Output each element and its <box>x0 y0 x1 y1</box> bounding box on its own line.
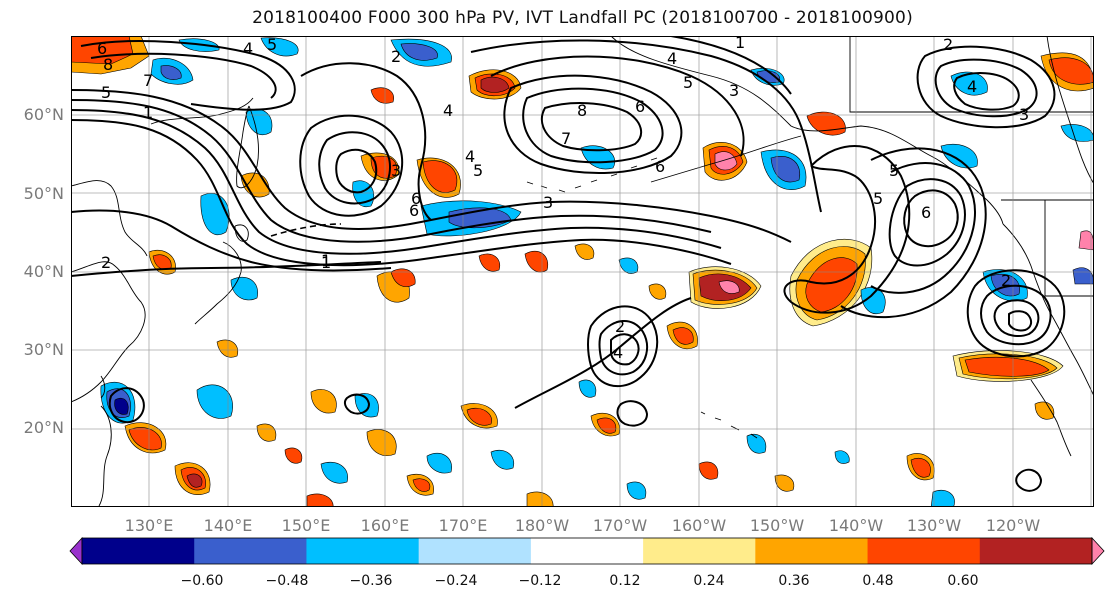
contour-label: 7 <box>143 71 153 90</box>
dashed-contours <box>270 223 342 237</box>
colorbar-segment <box>979 538 1093 564</box>
colorbar-frame <box>81 537 1093 565</box>
colorbar-segment <box>755 538 869 564</box>
contour-label: 6 <box>921 203 931 222</box>
colorbar-extend-low <box>69 536 83 566</box>
contour-label: 4 <box>667 49 677 68</box>
lon-label: 140°E <box>203 516 253 535</box>
contour-label: 6 <box>635 97 645 116</box>
colorbar-tick-label: −0.12 <box>518 573 562 589</box>
colorbar <box>69 536 1105 566</box>
contour-label: 5 <box>267 36 277 54</box>
plot-title: 2018100400 F000 300 hPa PV, IVT Landfall… <box>252 8 913 28</box>
contour-label: 6 <box>409 201 419 220</box>
lat-label: 60°N <box>23 105 64 124</box>
lat-label: 20°N <box>23 418 64 437</box>
contour-label: 1 <box>143 103 153 122</box>
lon-label: 170°E <box>438 516 488 535</box>
contour-label: 1 <box>321 253 331 272</box>
contour-label: 5 <box>873 189 883 208</box>
colorbar-tick-label: 0.48 <box>862 573 894 589</box>
contour-labels: 6 8 7 5 1 4 5 3 2 1 2 4 5 3 4 6 8 7 6 6 … <box>97 36 1029 362</box>
colorbar-extend-high <box>1091 536 1105 566</box>
colorbar-tick-label: −0.48 <box>265 573 309 589</box>
lon-label: 120°W <box>985 516 1041 535</box>
colorbar-segment <box>418 538 532 564</box>
lon-label: 150°W <box>749 516 805 535</box>
contour-label: 4 <box>243 39 253 58</box>
lat-label: 50°N <box>23 184 64 203</box>
pv-shading <box>71 36 1094 507</box>
contour-label: 4 <box>465 147 475 166</box>
contour-label: 6 <box>655 157 665 176</box>
colorbar-segment <box>194 538 307 564</box>
lon-label: 140°W <box>828 516 884 535</box>
colorbar-tick-label: 0.12 <box>609 573 641 589</box>
contour-label: 5 <box>473 161 483 180</box>
contour-label: 3 <box>543 193 553 212</box>
colorbar-segment <box>867 538 981 564</box>
contour-label: 6 <box>97 39 107 58</box>
lon-label: 130°W <box>906 516 962 535</box>
contour-label: 3 <box>729 81 739 100</box>
contour-label: 5 <box>889 161 899 180</box>
colorbar-segment <box>82 538 195 564</box>
colorbar-tick-label: 0.36 <box>778 573 810 589</box>
contour-label: 3 <box>391 161 401 180</box>
colorbar-segment <box>530 538 644 564</box>
contour-label: 4 <box>967 77 977 96</box>
colorbar-tick-label: 0.60 <box>947 573 979 589</box>
contour-label: 2 <box>943 36 953 54</box>
gridlines <box>71 36 1094 507</box>
pv-contours <box>71 36 1066 492</box>
lat-label: 40°N <box>23 262 64 281</box>
lon-label: 160°W <box>671 516 727 535</box>
contour-label: 2 <box>615 317 625 336</box>
contour-label: 5 <box>683 73 693 92</box>
lon-label: 180°W <box>514 516 570 535</box>
lon-label: 160°E <box>360 516 410 535</box>
contour-label: 6 <box>411 189 421 208</box>
contour-label: 1 <box>735 36 745 52</box>
lat-label: 30°N <box>23 340 64 359</box>
contour-label: 2 <box>101 253 111 272</box>
map-frame <box>71 36 1094 507</box>
contour-label: 3 <box>1019 105 1029 124</box>
contour-label: 7 <box>561 129 571 148</box>
contour-label: 4 <box>443 101 453 120</box>
contour-label: 8 <box>103 55 113 74</box>
lon-label: 130°E <box>124 516 174 535</box>
map-panel: 6 8 7 5 1 4 5 3 2 1 2 4 5 3 4 6 8 7 6 6 … <box>71 36 1094 507</box>
colorbar-tick-label: 0.24 <box>693 573 725 589</box>
lon-label: 170°W <box>592 516 648 535</box>
colorbar-tick-label: −0.60 <box>180 573 224 589</box>
colorbar-segment <box>306 538 420 564</box>
colorbar-tick-label: −0.36 <box>349 573 393 589</box>
colorbar-segment <box>643 538 756 564</box>
contour-label: 4 <box>613 343 623 362</box>
colorbar-tick-label: −0.24 <box>434 573 478 589</box>
contour-label: 2 <box>391 47 401 66</box>
lon-label: 150°E <box>281 516 331 535</box>
contour-label: 2 <box>1001 271 1011 290</box>
contour-label: 1 <box>321 251 331 270</box>
contour-label: 5 <box>101 83 111 102</box>
contour-label: 8 <box>577 101 587 120</box>
